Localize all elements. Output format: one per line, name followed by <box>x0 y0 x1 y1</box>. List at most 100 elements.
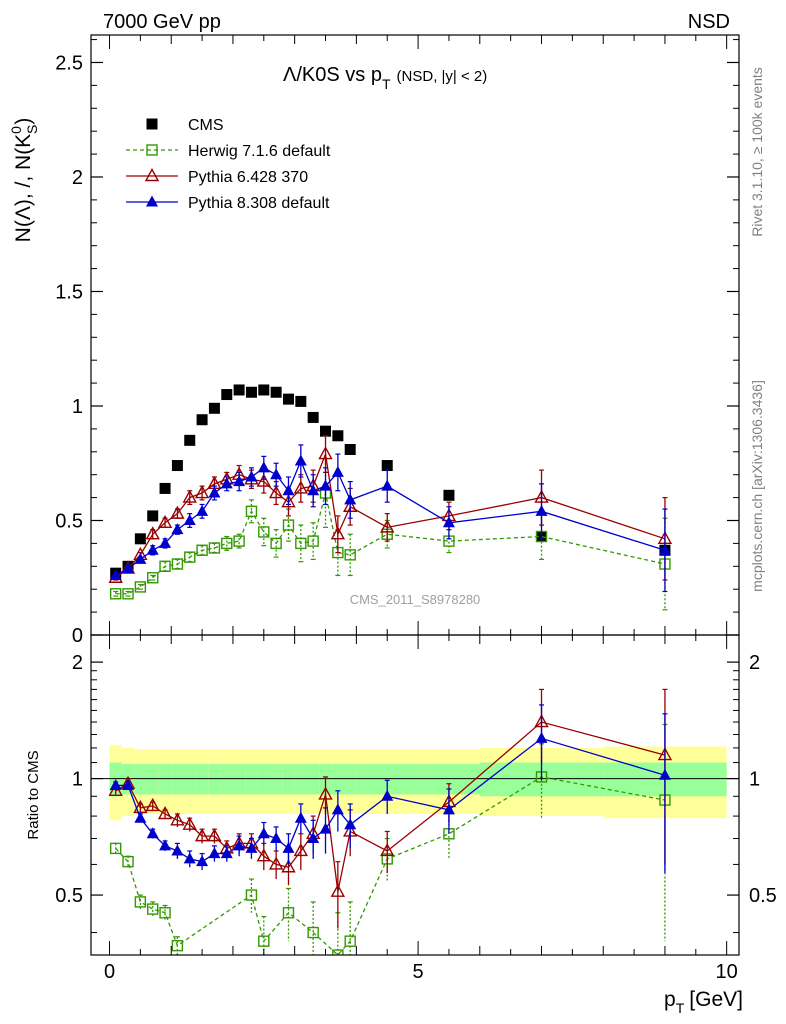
ratio-point <box>171 939 184 952</box>
data-point <box>268 485 284 499</box>
ratio-point <box>318 786 333 800</box>
data-point <box>282 393 294 405</box>
y-tick-label: 2.5 <box>55 52 83 74</box>
stat-uncertainty-band <box>307 764 320 795</box>
data-point <box>256 473 271 487</box>
data-point <box>134 533 146 545</box>
y-tick-label: 2 <box>72 167 83 189</box>
data-point <box>381 479 394 491</box>
data-point <box>658 543 671 555</box>
data-point <box>245 386 257 398</box>
legend-label: Pythia 8.308 default <box>188 195 330 212</box>
plot-title-sub: T <box>382 76 391 92</box>
ratio-y-tick-label: 0.5 <box>55 885 83 907</box>
data-point <box>194 485 210 499</box>
y-tick-label: 1 <box>72 396 83 418</box>
data-point <box>307 484 320 496</box>
ratio-point <box>344 935 356 947</box>
ratio-point <box>170 812 185 826</box>
ratio-point <box>109 778 122 790</box>
ratio-point <box>256 848 271 862</box>
legend-label: Pythia 6.428 370 <box>188 169 308 186</box>
data-point <box>331 465 344 477</box>
stat-uncertainty-band <box>220 764 233 795</box>
data-point <box>184 551 196 563</box>
stat-uncertainty-band <box>269 764 283 795</box>
ratio-point <box>282 841 295 853</box>
data-point <box>535 504 548 516</box>
legend-label: Herwig 7.1.6 default <box>188 143 331 160</box>
ratio-point <box>380 843 395 857</box>
y-tick-label: 1.5 <box>55 281 83 303</box>
data-point <box>233 475 246 487</box>
ratio-y-tick-label-right: 1 <box>749 769 760 791</box>
data-point <box>332 430 344 442</box>
ratio-panel-series <box>108 688 673 955</box>
data-point <box>344 549 356 561</box>
data-point <box>344 493 357 505</box>
ratio-line-0 <box>115 776 666 955</box>
data-point <box>208 542 221 554</box>
ratio-point <box>183 852 196 864</box>
data-point <box>159 560 171 572</box>
watermark: CMS_2011_S8978280 <box>350 592 481 607</box>
ratio-point <box>182 816 197 830</box>
ratio-point <box>381 789 394 801</box>
ratio-point <box>307 926 319 939</box>
x-axis-label-tail: [GeV] <box>689 988 743 1011</box>
data-point <box>171 460 183 472</box>
ratio-point <box>145 797 160 812</box>
ratio-point <box>282 907 295 919</box>
x-tick-label: 0 <box>104 961 115 983</box>
ratio-point <box>220 847 233 859</box>
ratio-point <box>294 811 307 823</box>
data-point <box>122 562 135 574</box>
data-point <box>320 425 332 437</box>
ratio-point <box>134 896 147 908</box>
ratio-y-tick-label: 2 <box>72 652 83 674</box>
ratio-point <box>331 803 344 815</box>
stat-uncertainty-band <box>183 764 196 795</box>
data-point <box>245 470 258 482</box>
legend-marker <box>146 118 158 130</box>
x-tick-label: 10 <box>716 961 738 983</box>
ratio-point <box>307 832 320 844</box>
series-line-3 <box>115 459 666 577</box>
ratio-point <box>245 889 258 901</box>
data-point <box>134 581 147 593</box>
rivet-version-label: Rivet 3.1.10, ≥ 100k events <box>749 67 765 237</box>
data-point <box>122 588 134 600</box>
ratio-point <box>146 827 159 839</box>
data-point <box>282 484 295 496</box>
data-point <box>270 386 282 398</box>
header-left: 7000 GeV pp <box>103 11 221 33</box>
mcplots-label: mcplots.cern.ch [arXiv:1306.3436] <box>749 380 765 592</box>
y-tick-label: 0 <box>72 625 83 647</box>
data-point <box>307 535 319 547</box>
ratio-y-tick-label-right: 2 <box>749 652 760 674</box>
ratio-point <box>270 832 283 844</box>
data-point <box>196 414 208 426</box>
x-tick-label: 5 <box>413 961 424 983</box>
ratio-point <box>281 859 296 873</box>
legend-marker <box>144 168 160 182</box>
stat-uncertainty-band <box>195 764 209 795</box>
data-point <box>294 454 307 466</box>
data-point <box>157 514 173 528</box>
stat-uncertainty-band <box>208 764 221 795</box>
data-point <box>221 389 233 401</box>
ratio-point <box>207 828 222 842</box>
ratio-point <box>122 855 134 868</box>
data-point <box>344 444 356 456</box>
data-point <box>380 519 395 533</box>
data-point <box>184 434 196 446</box>
ratio-uncertainty-bands <box>91 745 739 821</box>
data-point <box>270 537 282 550</box>
plot-title-main: Λ/K0S vs p <box>283 64 382 86</box>
ratio-point <box>442 803 455 815</box>
main-panel-axes: 0 0.5 1 1.5 2 2.5 <box>55 34 740 647</box>
data-point <box>146 543 159 555</box>
data-point <box>233 535 245 547</box>
ratio-point <box>268 856 284 870</box>
